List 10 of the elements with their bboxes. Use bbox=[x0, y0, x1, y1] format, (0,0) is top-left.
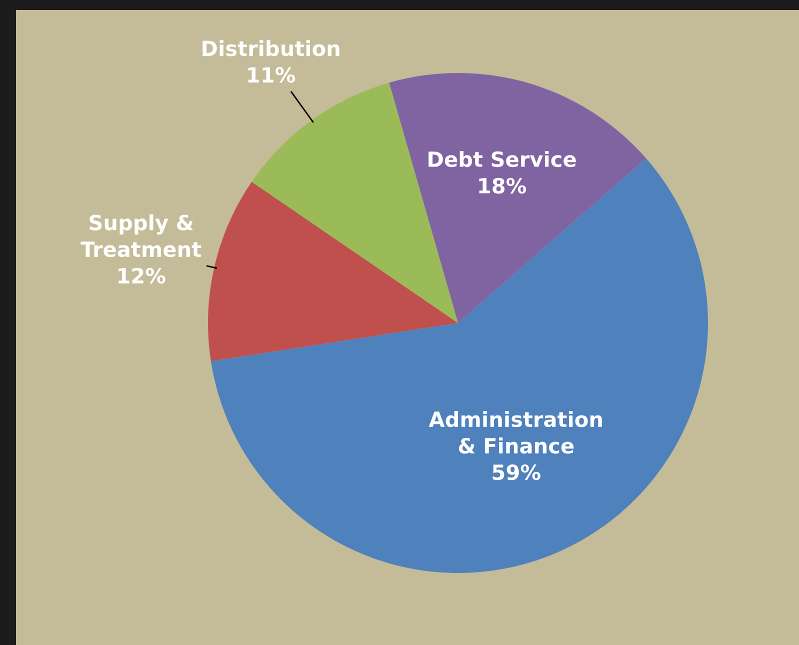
data-label: 59% bbox=[492, 464, 540, 480]
slice-label: Debt Service bbox=[428, 150, 576, 168]
data-label: 12% bbox=[118, 268, 166, 284]
pie-slice bbox=[389, 73, 646, 323]
data-label: 18% bbox=[479, 178, 526, 194]
slice-label: Distribution bbox=[202, 40, 340, 56]
pie-slice bbox=[208, 182, 458, 362]
data-label: 11% bbox=[248, 66, 296, 83]
slice-label: Administration & Finance bbox=[428, 411, 602, 454]
slice-label: Supply & Treatment bbox=[80, 214, 202, 258]
